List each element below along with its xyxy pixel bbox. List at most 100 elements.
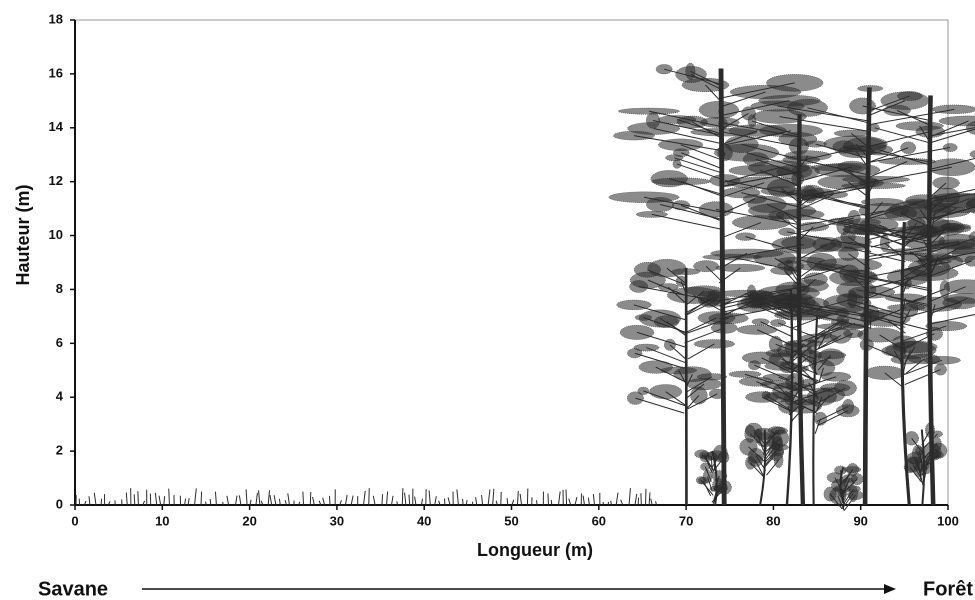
grass-blade [506, 498, 509, 506]
tree-foliage [649, 384, 683, 400]
tree-branch [929, 260, 972, 277]
grass-blade [438, 500, 441, 506]
tree-foliage [884, 205, 917, 221]
grass-blade [511, 499, 515, 506]
tree-foliage [842, 175, 910, 184]
tree-branch [651, 213, 723, 230]
tree-foliage [849, 97, 876, 115]
tree-foliage [728, 370, 762, 378]
grass-blade [260, 500, 264, 506]
x-tick-label: 70 [679, 513, 693, 528]
grass-blade [414, 496, 417, 506]
tree-foliage [699, 451, 710, 460]
tree-foliage [768, 335, 783, 353]
grass-blade [404, 492, 407, 506]
tree-foliage [857, 85, 884, 92]
grass-blade [205, 501, 207, 506]
grass-blade [557, 491, 561, 506]
y-tick-label: 2 [56, 443, 63, 458]
tree-foliage [767, 426, 786, 435]
grass-blade [456, 489, 459, 506]
grass-blade [381, 494, 384, 506]
tree-foliage [806, 387, 837, 406]
grass-blade [401, 488, 404, 506]
tree-branch [840, 221, 933, 238]
grass-blade [298, 501, 301, 506]
grass-blade [615, 492, 619, 506]
tree-branch [635, 397, 685, 414]
grass-blade [214, 491, 217, 506]
grass-blade [238, 495, 242, 506]
tree-foliage [715, 263, 766, 273]
arrow-head [884, 584, 896, 594]
grass-blade [640, 493, 642, 506]
tree-foliage [709, 174, 741, 187]
grass-blade [475, 497, 478, 506]
tree-foliage [964, 255, 975, 267]
grass-blade [582, 495, 585, 506]
grass-blade [249, 499, 252, 506]
y-tick-label: 12 [49, 173, 63, 188]
tree-foliage [814, 162, 881, 178]
tree-foliage [760, 186, 802, 196]
grass-blade [421, 498, 423, 506]
tree-branch [674, 157, 722, 174]
tree [823, 463, 864, 512]
grass-blade [245, 489, 248, 506]
tree-foliage [700, 462, 711, 471]
tree-foliage [934, 363, 947, 376]
grass-blade [386, 491, 389, 506]
tree-foliage [815, 350, 847, 360]
tree [762, 315, 871, 506]
tree-foliage [698, 100, 739, 119]
grass-blade [481, 495, 484, 506]
tree-foliage [629, 280, 649, 293]
grass-blade [391, 495, 394, 506]
tree-branch [638, 285, 720, 302]
tree-foliage [915, 446, 924, 456]
tree-foliage [930, 219, 965, 236]
tree-foliage [942, 143, 958, 152]
grass-blade [492, 488, 495, 506]
grass-blade [184, 498, 187, 506]
tree-foliage [904, 431, 919, 446]
tree-foliage [771, 448, 784, 457]
grass-blade [592, 493, 595, 506]
tree-branch [775, 343, 816, 360]
tree-foliage [859, 310, 886, 322]
grass-blade [255, 492, 258, 506]
tree-foliage [776, 208, 825, 221]
tree-branch [745, 236, 798, 253]
y-axis-label: Hauteur (m) [13, 184, 33, 285]
tree-foliage [843, 269, 878, 283]
tree-foliage [857, 327, 902, 343]
tree [750, 85, 975, 506]
tree-foliage [847, 490, 864, 501]
tree-branch [930, 158, 975, 170]
grass-blade [368, 488, 370, 506]
grass-blade [428, 490, 431, 506]
x-tick-label: 20 [242, 513, 256, 528]
grass-blade [88, 496, 91, 506]
grass-blade [309, 491, 312, 506]
tree [903, 422, 948, 506]
tree-foliage [811, 359, 836, 376]
tree-foliage [836, 217, 851, 236]
tree-foliage [965, 121, 975, 135]
tree-foliage [791, 171, 804, 187]
tree-foliage [829, 327, 852, 344]
tree-foliage [968, 230, 975, 243]
tree-foliage [736, 324, 778, 335]
tree-foliage [658, 283, 679, 291]
tree-foliage [830, 235, 872, 249]
x-tick-label: 100 [937, 513, 959, 528]
grass [75, 488, 657, 506]
grass-blade [574, 497, 578, 506]
x-tick-label: 90 [853, 513, 867, 528]
grass-blade [447, 497, 451, 506]
tree-foliage [908, 296, 962, 312]
tree-foliage [832, 140, 856, 154]
tree-foliage [927, 241, 975, 255]
tree-branch [690, 70, 723, 87]
